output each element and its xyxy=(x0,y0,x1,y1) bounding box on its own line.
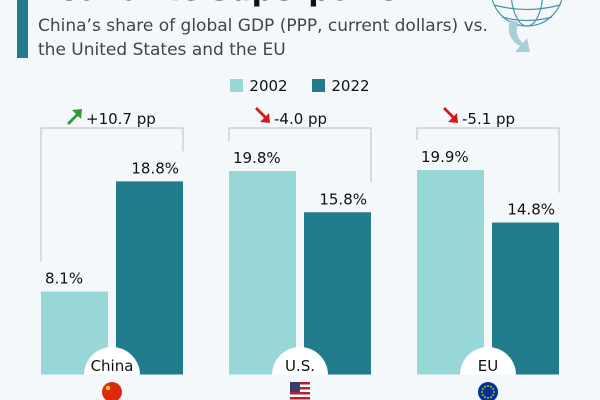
value-label-2002: 8.1% xyxy=(45,270,83,288)
category-label-badge xyxy=(84,347,140,375)
flag-canton xyxy=(290,382,300,392)
flag-star xyxy=(484,385,486,388)
flag-stripe xyxy=(290,397,310,400)
bar-2002 xyxy=(229,171,296,375)
legend-item-2022: 2022 xyxy=(312,77,370,95)
value-label-2022: 18.8% xyxy=(131,159,179,177)
globe-arrow-icon xyxy=(508,20,530,52)
change-label: +10.7 pp xyxy=(86,110,156,128)
china-flag xyxy=(102,382,122,400)
change-bracket xyxy=(416,127,560,193)
change-label: -4.0 pp xyxy=(274,110,327,128)
title-accent-bar xyxy=(17,0,28,58)
bar-2002 xyxy=(417,170,484,375)
flag-star xyxy=(487,385,489,387)
change-bracket xyxy=(40,127,184,262)
globe-icon xyxy=(491,0,563,27)
arrow-down-right-icon xyxy=(255,107,270,123)
flag-star xyxy=(481,394,484,396)
legend-item-2002: 2002 xyxy=(230,77,288,95)
legend-swatch xyxy=(312,79,326,92)
bar-2022 xyxy=(116,181,183,375)
value-label-2002: 19.8% xyxy=(233,149,281,167)
flag-star xyxy=(481,388,484,390)
category-label-badge xyxy=(272,347,328,375)
chart-subtitle: China’s share of global GDP (PPP, curren… xyxy=(38,16,488,60)
flag-star xyxy=(493,391,495,393)
chart-title: Economic Superpower xyxy=(38,0,413,8)
bar-2022 xyxy=(492,222,559,375)
legend-swatch xyxy=(230,79,244,92)
flag-star xyxy=(492,394,495,396)
category-label: U.S. xyxy=(285,357,315,375)
legend: 2002 2022 xyxy=(0,77,600,95)
flag-star xyxy=(484,396,486,399)
legend-label: 2002 xyxy=(249,77,288,95)
flag-star xyxy=(490,396,492,399)
value-label-2002: 19.9% xyxy=(421,148,469,166)
legend-label: 2022 xyxy=(331,77,370,95)
flag-stripe xyxy=(290,392,310,395)
flag-star xyxy=(492,388,495,390)
flag-star xyxy=(105,385,111,391)
flag-star xyxy=(490,385,492,388)
arrow-down-right-icon xyxy=(443,107,458,123)
flag-star xyxy=(487,397,489,399)
bar-2022 xyxy=(304,212,371,375)
category-label-badge xyxy=(460,347,516,375)
arrow-up-right-icon xyxy=(67,109,82,125)
value-label-2022: 14.8% xyxy=(507,201,555,219)
flag-star xyxy=(481,391,483,393)
category-label: EU xyxy=(478,357,498,375)
value-label-2022: 15.8% xyxy=(319,190,367,208)
change-bracket xyxy=(228,127,372,183)
change-label: -5.1 pp xyxy=(462,110,515,128)
category-label: China xyxy=(91,357,134,375)
